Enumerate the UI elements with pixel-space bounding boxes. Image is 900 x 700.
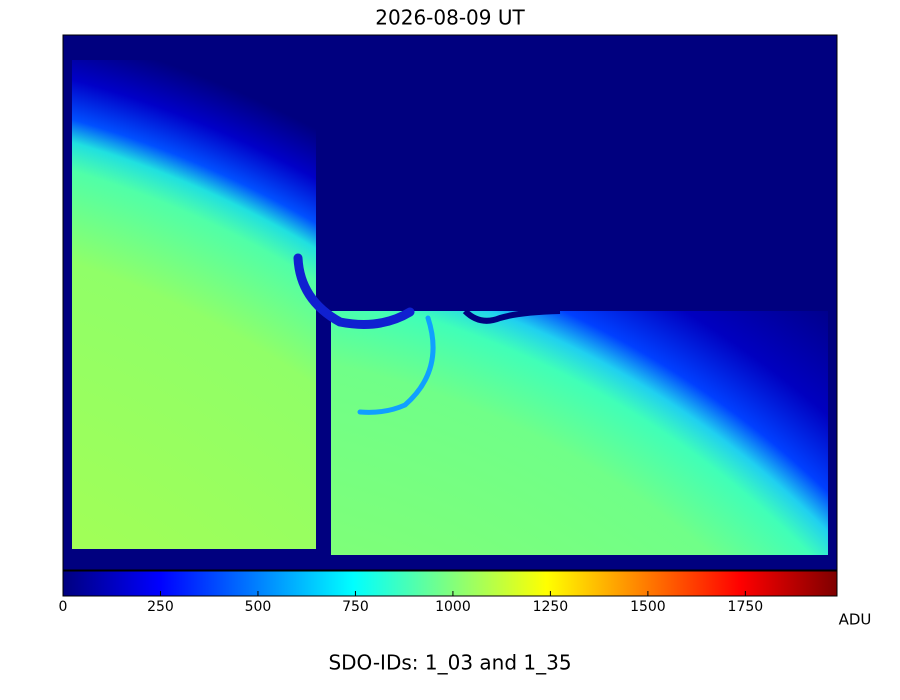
prominence [357,315,436,415]
colorbar-tick-label: 1250 [533,599,569,615]
colorbar-tick-label: 1000 [435,599,471,615]
colorbar-tick-label: 250 [147,599,174,615]
colorbar-tick-label: 1750 [728,599,764,615]
colorbar-tick-label: 0 [59,599,68,615]
colorbar-tick-label: 750 [342,599,369,615]
prominence [462,308,561,324]
colorbar [62,570,838,597]
colorbar-label: ADU [839,611,872,629]
colorbar-tick-label: 1500 [630,599,666,615]
prominence [293,253,415,329]
colorbar-tick-label: 500 [245,599,272,615]
chart-title: 2026-08-09 UT [375,6,525,30]
image [62,34,838,571]
right-panel [331,311,828,555]
colorbar-scale [62,570,838,597]
footer: SDO-IDs: 1_03 and 1_35 [328,651,571,675]
left-panel [72,60,316,549]
